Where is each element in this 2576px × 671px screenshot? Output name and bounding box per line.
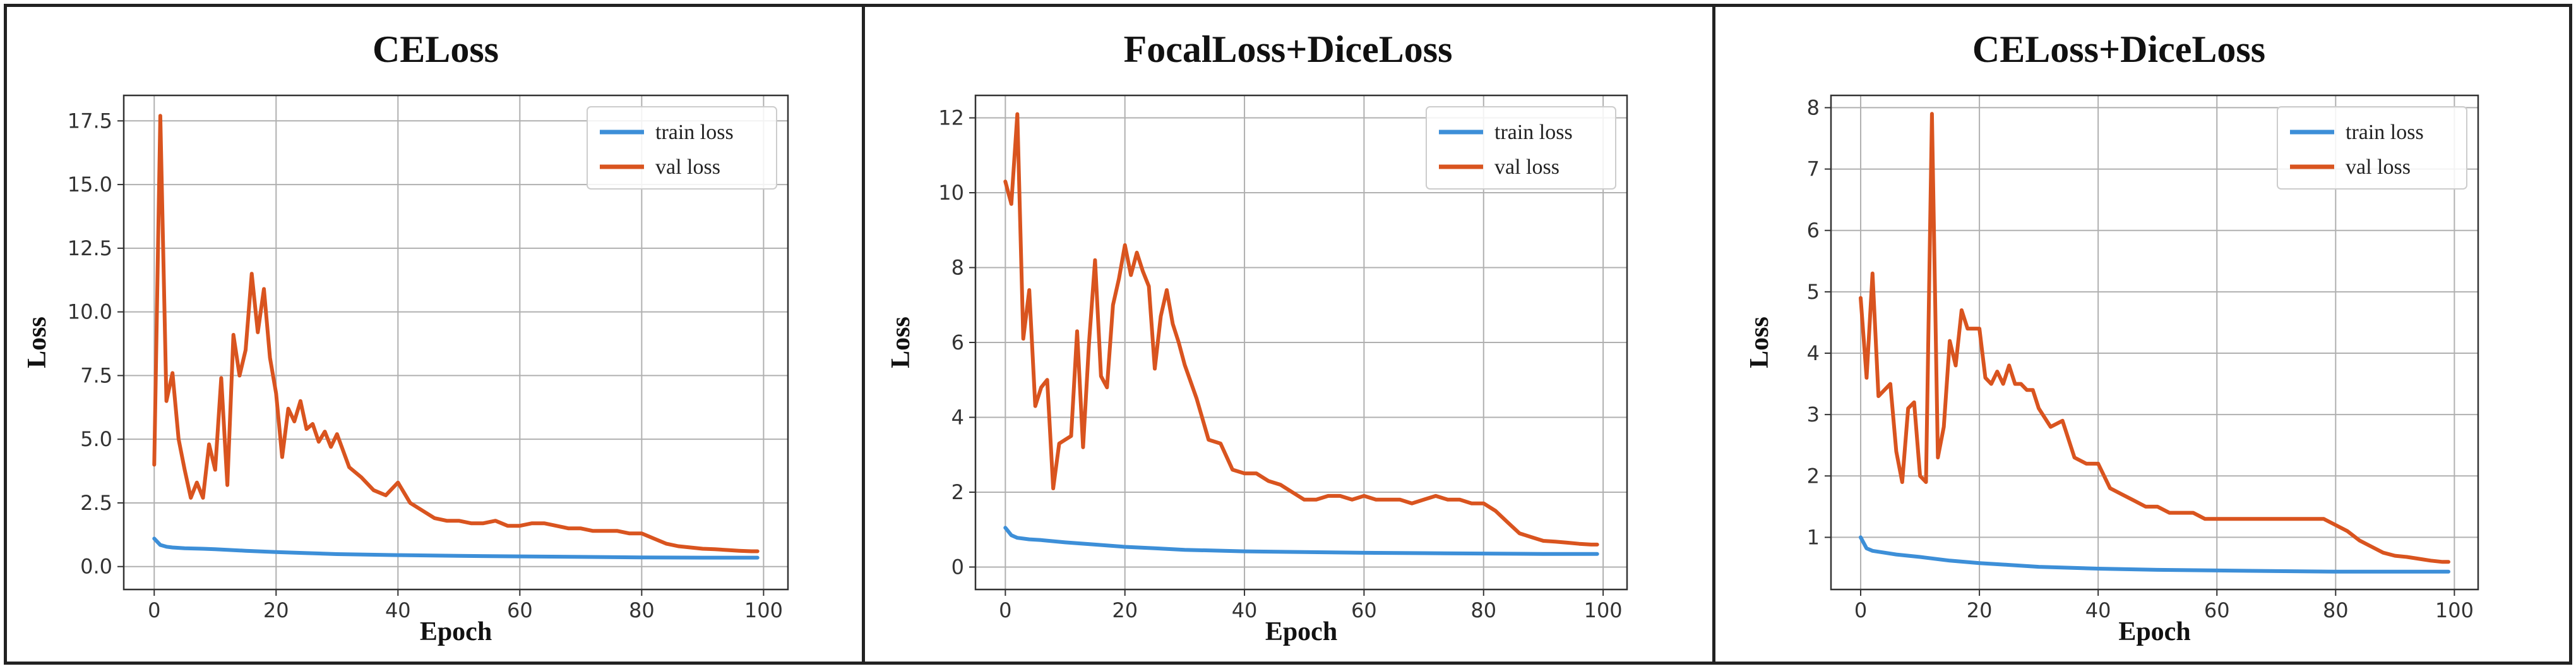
y-tick-label: 4 [1807,341,1820,365]
chart-title: FocalLoss+DiceLoss [1124,28,1453,70]
legend: train loss val loss [2277,106,2467,190]
x-axis-label: Epoch [1265,617,1337,646]
y-tick-label: 8 [951,256,964,280]
y-tick-label: 5 [1807,280,1820,304]
x-tick-label: 80 [2323,598,2349,622]
x-tick-label: 20 [263,598,289,622]
y-tick-label: 2.5 [80,491,112,515]
series-line-val-loss [1859,112,2450,564]
series-line-val-loss [1003,112,1599,547]
chart-title: CELoss+DiceLoss [1972,28,2265,70]
x-tick-label: 40 [1232,598,1258,622]
x-tick-label: 100 [1584,598,1623,622]
y-tick-label: 0 [951,555,964,579]
x-tick-label: 40 [385,598,411,622]
y-tick-label: 1 [1807,525,1820,549]
y-tick-label: 0.0 [80,555,112,579]
y-tick-label: 7 [1807,157,1820,181]
y-tick-label: 7.5 [80,363,112,387]
chart-panel-2: FocalLoss+DiceLoss 0 20 40 60 80 100 0 2 4 6 8 10 12 E… [886,28,1628,646]
plot-frame [122,94,789,591]
y-tick-label: 12 [938,106,964,130]
y-tick-label: 4 [951,405,964,429]
legend: train loss val loss [1426,106,1616,190]
x-tick-label: 0 [1854,598,1867,622]
y-axis-label: Loss [1745,317,1774,368]
series-line-train-loss [1003,526,1599,556]
x-tick-label: 60 [507,598,533,622]
x-axis-label: Epoch [420,617,492,646]
legend-label: train loss [1494,121,1573,144]
y-tick-label: 2 [1807,464,1820,488]
x-tick-label: 20 [1112,598,1138,622]
y-axis-label: Loss [886,317,915,368]
y-tick-label: 15.0 [68,172,112,196]
legend-label: train loss [2346,121,2424,144]
y-tick-label: 8 [1807,95,1820,119]
series-line-train-loss [1859,535,2450,574]
y-tick-label: 6 [951,330,964,354]
legend-label: train loss [655,121,734,144]
legend: train loss val loss [587,106,777,190]
legend-label: val loss [2346,155,2411,179]
x-tick-label: 60 [1351,598,1377,622]
legend-label: val loss [655,155,720,179]
chart-panel-3: CELoss+DiceLoss 0 20 40 60 80 100 1 2 3 4 5 6 7 8 Epoch… [1745,28,2479,646]
chart-panel-1: CELoss 0 20 40 60 80 100 0.0 2.5 5.0 7.5 10.0 12.5 15… [23,28,789,646]
x-tick-label: 80 [629,598,655,622]
y-tick-label: 6 [1807,219,1820,243]
y-tick-label: 3 [1807,402,1820,426]
y-tick-label: 12.5 [68,236,112,260]
x-tick-label: 0 [999,598,1011,622]
x-tick-label: 100 [2435,598,2474,622]
x-tick-label: 60 [2204,598,2230,622]
y-tick-label: 17.5 [68,109,112,133]
y-tick-label: 5.0 [80,427,112,451]
y-axis-label: Loss [23,317,52,368]
series-line-train-loss [152,536,760,560]
legend-label: val loss [1494,155,1559,179]
series-line-val-loss [152,114,760,553]
y-tick-label: 10 [938,181,964,205]
plot-frame [1830,94,2479,591]
y-tick-label: 2 [951,480,964,504]
chart-title: CELoss [373,28,499,70]
x-tick-label: 20 [1967,598,1993,622]
x-axis-label: Epoch [2118,617,2190,646]
x-tick-label: 40 [2085,598,2111,622]
x-tick-label: 0 [148,598,160,622]
y-tick-label: 10.0 [68,300,112,324]
x-tick-label: 100 [744,598,783,622]
x-tick-label: 80 [1470,598,1496,622]
